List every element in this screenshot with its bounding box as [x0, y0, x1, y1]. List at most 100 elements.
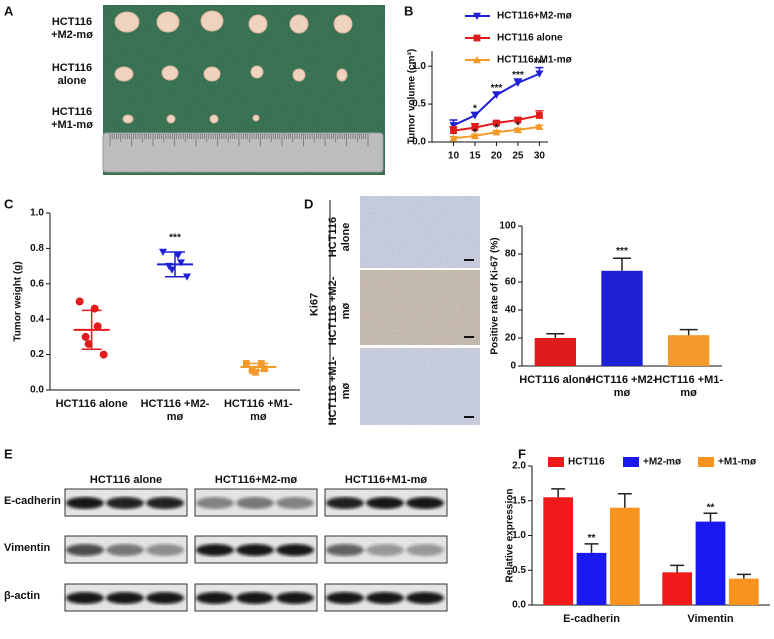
micrograph-row-label: HCT116 +M2-mø — [327, 276, 352, 346]
error-bar — [584, 543, 599, 553]
marker — [535, 70, 544, 78]
bar — [576, 552, 607, 605]
x-tick-label: 15 — [469, 151, 481, 162]
legend-label: HCT116+M2-mø — [497, 11, 573, 22]
y-tick-label: 20 — [505, 333, 517, 344]
sd-bar — [248, 362, 269, 372]
annotation: * — [473, 128, 477, 139]
legend-label: +M1-mø — [718, 457, 757, 468]
photo-row-label: HCT116 +M1-mø — [51, 106, 93, 131]
micrograph-texture — [360, 348, 480, 425]
y-tick-label: 0.8 — [30, 243, 44, 254]
y-tick-label: 0.5 — [412, 99, 426, 110]
blot-band — [146, 592, 184, 604]
marker — [470, 112, 479, 120]
bar — [543, 497, 574, 605]
marker — [168, 266, 176, 274]
marker — [183, 273, 191, 281]
blot-band — [366, 497, 404, 509]
marker — [449, 134, 458, 142]
y-tick-label: 1.0 — [412, 61, 426, 72]
marker — [159, 248, 167, 256]
x-tick-label: 25 — [512, 151, 524, 162]
blot-row-label: E-cadherin — [4, 495, 61, 507]
annotation: * — [494, 123, 498, 134]
legend-label: +M2-mø — [643, 457, 682, 468]
marker — [492, 91, 501, 99]
blot-group-label: HCT116+M2-mø — [214, 474, 298, 486]
panel-label: F — [518, 446, 526, 461]
y-tick-label: 100 — [499, 221, 516, 232]
blot-band — [366, 544, 404, 556]
y-axis-label: Tumor volume (cm³) — [407, 49, 418, 144]
y-tick-label: 80 — [505, 249, 517, 260]
blot-band — [276, 592, 314, 604]
blot-band — [196, 544, 234, 556]
error-bar — [679, 328, 698, 336]
legend-marker — [473, 34, 481, 42]
y-tick-label: 2.0 — [512, 461, 526, 472]
bar — [662, 572, 693, 605]
sd-bar — [81, 309, 102, 351]
panel-label: C — [4, 196, 14, 211]
blot-band — [326, 544, 364, 556]
x-tick-label: E-cadherin — [563, 613, 620, 625]
marker — [536, 112, 543, 119]
annotation: *** — [616, 246, 628, 257]
error-bar — [736, 573, 751, 579]
blot-band — [106, 592, 144, 604]
marker — [81, 332, 90, 341]
marker — [492, 128, 501, 136]
blot-band — [326, 592, 364, 604]
marker — [242, 360, 250, 367]
annotation: ** — [707, 502, 715, 513]
ruler-ticks — [109, 134, 369, 146]
blot-band — [106, 544, 144, 556]
blot-band — [236, 592, 274, 604]
blot-row-label: Vimentin — [4, 542, 51, 554]
annotation: *** — [512, 70, 524, 81]
legend-marker — [473, 56, 481, 64]
blot-band — [66, 544, 104, 556]
y-tick-label: 0.0 — [512, 600, 526, 611]
panel-label: B — [404, 3, 413, 18]
legend-swatch — [548, 457, 564, 467]
annotation: ** — [588, 533, 596, 544]
blot-band — [146, 544, 184, 556]
stain-label: Ki67 — [308, 292, 321, 317]
blot-band — [366, 592, 404, 604]
blot-band — [236, 544, 274, 556]
tumors — [114, 10, 353, 124]
y-tick-label: 0.0 — [30, 385, 44, 396]
marker — [513, 125, 522, 134]
micrograph-row-label: HCT116 alone — [327, 216, 352, 258]
bar — [534, 338, 576, 366]
marker — [449, 122, 458, 130]
panel-label: E — [4, 446, 13, 461]
x-tick-label: HCT116 alone — [519, 374, 592, 386]
y-tick-label: 0.6 — [30, 278, 44, 289]
error-bar — [613, 257, 631, 271]
error-bar — [670, 564, 685, 573]
panel-label: D — [304, 196, 313, 211]
blot-band — [276, 544, 314, 556]
sd-bar — [165, 251, 185, 278]
x-tick-label: HCT116 +M1-mø — [654, 374, 724, 399]
marker — [514, 116, 522, 124]
marker — [260, 365, 268, 373]
x-tick-label: HCT116 +M1-mø — [223, 398, 293, 423]
error-bar — [617, 493, 632, 508]
bar — [728, 578, 759, 605]
error-bar — [546, 333, 565, 338]
blot-band — [406, 497, 444, 509]
blot-band — [196, 592, 234, 604]
annotation: *** — [491, 83, 503, 94]
blot-band — [236, 497, 274, 509]
annotation: *** — [534, 59, 546, 70]
blot-group-label: HCT116 alone — [89, 474, 163, 486]
blot-band — [326, 497, 364, 509]
marker — [75, 297, 84, 306]
blot-band — [406, 544, 444, 556]
y-tick-label: 0.0 — [412, 137, 426, 148]
